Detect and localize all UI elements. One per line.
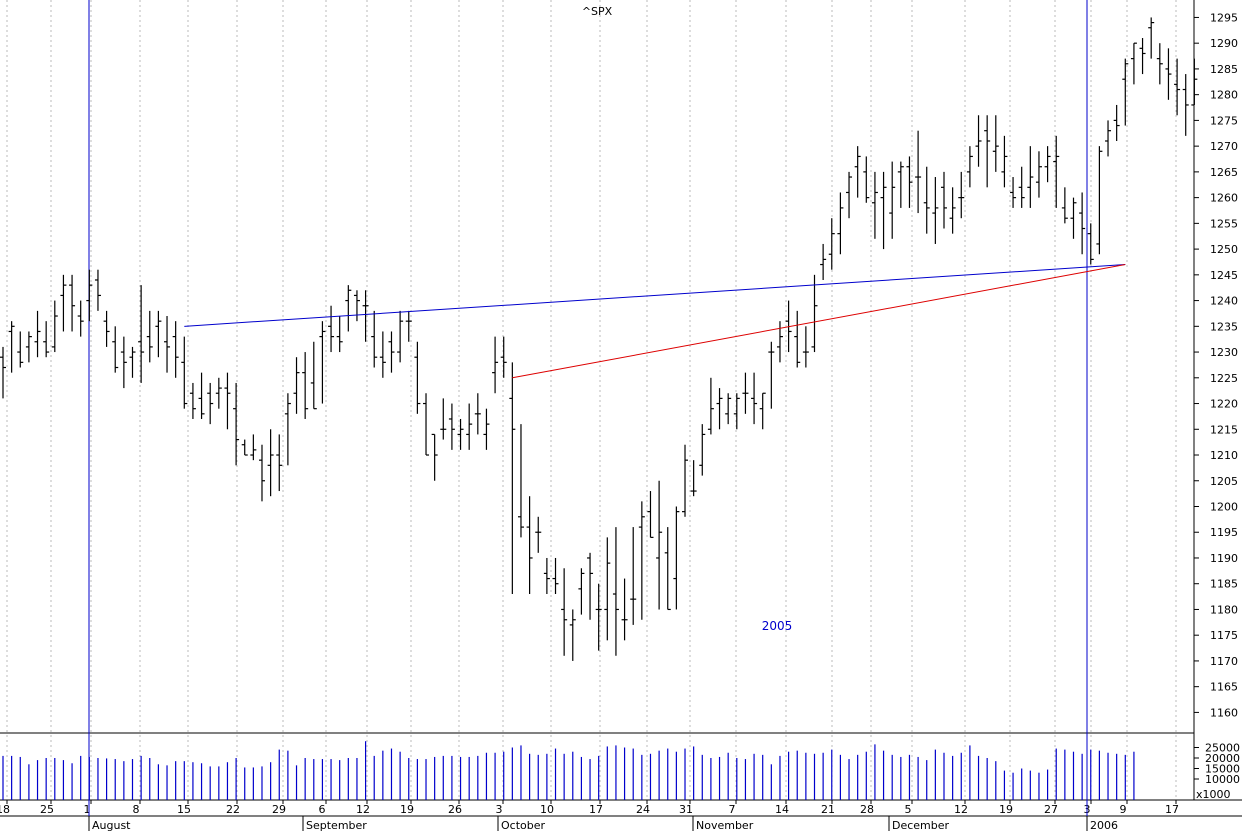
y-tick-label: 1295	[1210, 11, 1238, 24]
volume-tick-label: 25000	[1205, 742, 1240, 755]
x-tick-label: 17	[1165, 803, 1179, 816]
y-tick-label: 1195	[1210, 526, 1238, 539]
x-tick-label: 31	[679, 803, 693, 816]
y-tick-label: 1270	[1210, 140, 1238, 153]
x-tick-label: 29	[272, 803, 286, 816]
y-tick-label: 1255	[1210, 217, 1238, 230]
x-tick-label: 14	[775, 803, 789, 816]
x-tick-label: 24	[636, 803, 650, 816]
y-tick-label: 1165	[1210, 681, 1238, 694]
trendline-blue	[184, 264, 1126, 327]
y-tick-label: 1260	[1210, 192, 1238, 205]
y-tick-label: 1180	[1210, 603, 1238, 616]
x-tick-label: 1	[84, 803, 91, 816]
y-tick-label: 1275	[1210, 114, 1238, 127]
trendline-red	[512, 264, 1126, 379]
y-tick-label: 1220	[1210, 398, 1238, 411]
y-tick-label: 1205	[1210, 475, 1238, 488]
x-tick-label: 9	[1120, 803, 1127, 816]
volume-tick-label: 10000	[1205, 773, 1240, 786]
x-tick-label: 8	[133, 803, 140, 816]
month-label: August	[92, 819, 131, 831]
month-label: 2006	[1090, 819, 1118, 831]
x-tick-label: 22	[226, 803, 240, 816]
x-tick-label: 19	[999, 803, 1013, 816]
x-tick-label: 3	[496, 803, 503, 816]
x-tick-label: 15	[177, 803, 191, 816]
y-tick-label: 1190	[1210, 552, 1238, 565]
y-tick-label: 1210	[1210, 449, 1238, 462]
y-tick-label: 1175	[1210, 629, 1238, 642]
x-tick-label: 18	[0, 803, 10, 816]
x-tick-label: 27	[1044, 803, 1058, 816]
y-tick-label: 1215	[1210, 423, 1238, 436]
volume-tick-label: 20000	[1205, 752, 1240, 765]
x-tick-label: 5	[905, 803, 912, 816]
year-label: 2005	[762, 619, 793, 633]
y-tick-label: 1170	[1210, 655, 1238, 668]
x-tick-label: 7	[729, 803, 736, 816]
y-tick-label: 1265	[1210, 166, 1238, 179]
chart-title: ^SPX	[582, 5, 613, 18]
x-tick-label: 28	[860, 803, 874, 816]
volume-unit-label: x1000	[1196, 788, 1231, 801]
x-tick-label: 25	[40, 803, 54, 816]
y-tick-label: 1245	[1210, 269, 1238, 282]
y-tick-label: 1285	[1210, 63, 1238, 76]
x-tick-label: 10	[540, 803, 554, 816]
y-tick-label: 1160	[1210, 706, 1238, 719]
x-tick-label: 12	[954, 803, 968, 816]
x-tick-label: 6	[319, 803, 326, 816]
y-tick-label: 1230	[1210, 346, 1238, 359]
y-tick-label: 1200	[1210, 500, 1238, 513]
y-tick-label: 1250	[1210, 243, 1238, 256]
month-label: October	[501, 819, 545, 831]
x-tick-label: 19	[400, 803, 414, 816]
volume-tick-label: 15000	[1205, 763, 1240, 776]
y-tick-label: 1280	[1210, 89, 1238, 102]
month-label: September	[306, 819, 367, 831]
x-tick-label: 21	[821, 803, 835, 816]
y-tick-label: 1240	[1210, 295, 1238, 308]
x-tick-label: 26	[448, 803, 462, 816]
y-tick-label: 1225	[1210, 372, 1238, 385]
month-label: December	[892, 819, 950, 831]
x-tick-label: 12	[356, 803, 370, 816]
y-tick-label: 1185	[1210, 578, 1238, 591]
x-tick-label: 17	[589, 803, 603, 816]
y-tick-label: 1290	[1210, 37, 1238, 50]
month-label: November	[696, 819, 754, 831]
y-tick-label: 1235	[1210, 320, 1238, 333]
